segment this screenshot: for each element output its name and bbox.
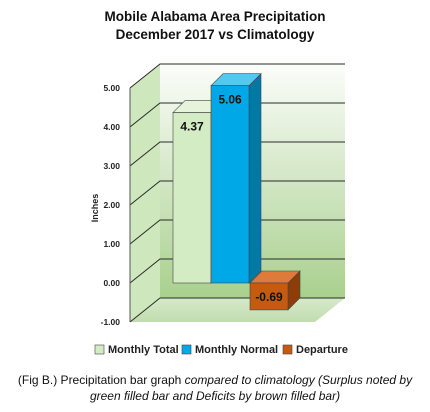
- legend-swatch: [94, 344, 105, 355]
- bar: [172, 112, 212, 284]
- bar: [210, 85, 250, 284]
- legend-swatch: [282, 344, 293, 355]
- chart-title-line1: Mobile Alabama Area Precipitation: [104, 9, 326, 24]
- gridline: [129, 63, 345, 89]
- legend-label: Monthly Total: [108, 344, 179, 356]
- data-label: 5.06: [218, 93, 242, 107]
- gridline: [129, 180, 345, 206]
- gridline: [129, 258, 345, 284]
- floor: [130, 298, 345, 322]
- chart-title-line2: December 2017 vs Climatology: [115, 27, 315, 42]
- y-tick-label: -1.00: [101, 317, 121, 327]
- legend-label: Monthly Normal: [195, 344, 278, 356]
- precipitation-chart: -1.00 0.00 1.00 2.00 3.00 4.00 5.00 Inches 4.37 5…: [90, 54, 348, 356]
- y-tick-label: 1.00: [103, 239, 120, 249]
- gridline: [129, 219, 345, 245]
- y-tick-label: 3.00: [103, 161, 120, 171]
- figure-caption: (Fig B.) Precipitation bar graph compare…: [4, 372, 426, 404]
- y-tick-label: 2.00: [103, 200, 120, 210]
- gridline: [129, 102, 345, 128]
- y-tick-label: 5.00: [103, 83, 120, 93]
- y-tick-label: 4.00: [103, 122, 120, 132]
- caption-italic: compared to climatology (Surplus noted b…: [89, 373, 413, 403]
- y-axis-label: Inches: [90, 194, 100, 223]
- bar-side: [248, 72, 262, 284]
- y-tick-label: 0.00: [103, 278, 120, 288]
- gridline: [129, 141, 345, 167]
- data-label: 4.37: [180, 120, 204, 134]
- caption-plain: (Fig B.) Precipitation bar graph: [17, 373, 185, 387]
- legend-swatch: [181, 344, 192, 355]
- legend-label: Departure: [296, 344, 348, 356]
- bar: [249, 282, 289, 311]
- data-label: -0.69: [255, 290, 283, 304]
